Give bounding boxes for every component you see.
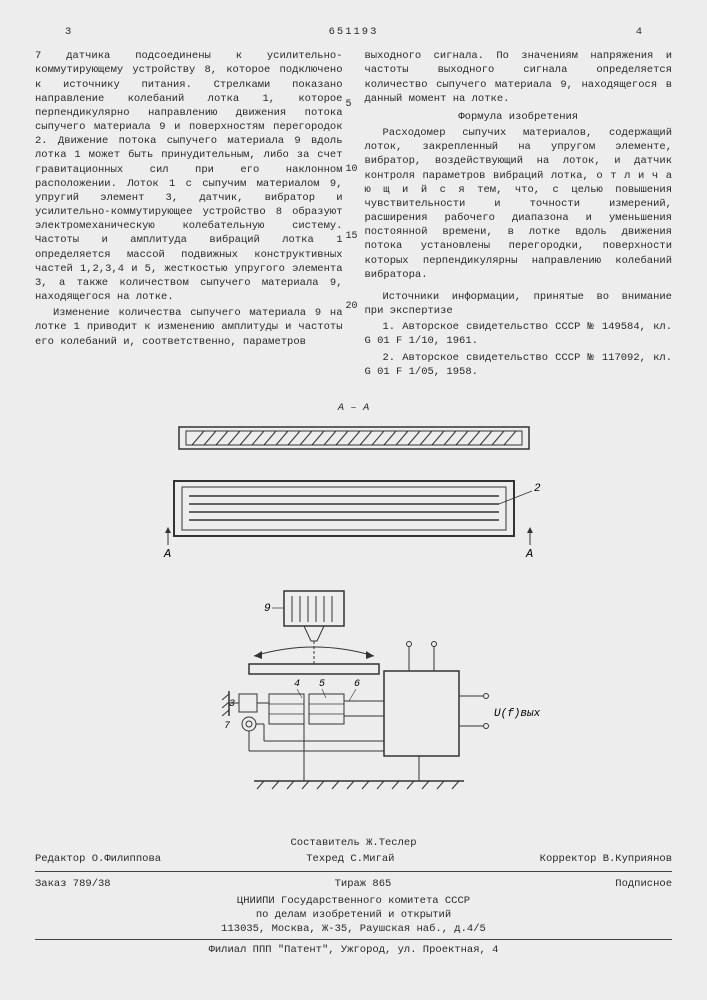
ref-4: 4: [294, 679, 300, 690]
text-columns: 7 датчика подсоединены к усилительно-ком…: [35, 49, 672, 381]
ref-2: 2: [534, 483, 541, 495]
separator-2: [35, 939, 672, 940]
formula-title: Формула изобретения: [365, 110, 673, 124]
margin-num-20: 20: [346, 300, 358, 314]
label-A-right: А: [525, 547, 533, 561]
subscription: Подписное: [615, 877, 672, 891]
compiler-name: Ж.Теслер: [366, 837, 416, 849]
ref-6: 6: [354, 679, 360, 690]
org-line-1: ЦНИИПИ Государственного комитета СССР: [35, 894, 672, 908]
margin-num-5: 5: [346, 98, 352, 112]
figures-block: А – А А А 2: [154, 401, 554, 816]
output-label: U(f)вых: [494, 708, 541, 720]
editor-label: Редактор: [35, 853, 85, 865]
ref-7: 7: [224, 721, 230, 732]
tirazh: Тираж 865: [335, 877, 392, 891]
ref-3: 3: [229, 699, 235, 710]
address: 113035, Москва, Ж-35, Раушская наб., д.4…: [35, 922, 672, 936]
source-1: 1. Авторское свидетельство СССР № 149584…: [365, 320, 673, 348]
editor-name: О.Филиппова: [92, 853, 161, 865]
margin-num-15: 15: [346, 230, 358, 244]
corrector-name: В.Куприянов: [603, 853, 672, 865]
figure-cross-section: [174, 419, 534, 459]
order-num: Заказ 789/38: [35, 877, 111, 891]
ref-9: 9: [264, 603, 271, 615]
left-para-2: Изменение количества сыпучего материала …: [35, 306, 343, 349]
right-column: выходного сигнала. По значениям напряжен…: [365, 49, 673, 381]
section-label: А – А: [154, 401, 554, 415]
footer: Составитель Ж.Теслер Редактор О.Филиппов…: [35, 836, 672, 957]
sources-title: Источники информации, принятые во вниман…: [365, 290, 673, 318]
tech-name: С.Мигай: [350, 853, 394, 865]
figure-top-view: А А 2: [154, 471, 554, 561]
separator-1: [35, 871, 672, 872]
corrector-label: Корректор: [540, 853, 597, 865]
org-line-2: по делам изобретений и открытий: [35, 908, 672, 922]
branch: Филиал ППП "Патент", Ужгород, ул. Проект…: [35, 943, 672, 957]
header: 3 4 651193: [35, 25, 672, 39]
margin-num-10: 10: [346, 163, 358, 177]
figure-schematic: 9 4 5 6 3 7: [154, 586, 554, 816]
source-2: 2. Авторское свидетельство СССР № 117092…: [365, 351, 673, 379]
right-para-2: Расходомер сыпучих материалов, содержащи…: [365, 126, 673, 282]
ref-5: 5: [319, 679, 325, 690]
label-A-left: А: [163, 547, 171, 561]
right-para-1: выходного сигнала. По значениям напряжен…: [365, 49, 673, 106]
left-column: 7 датчика подсоединены к усилительно-ком…: [35, 49, 343, 381]
tech-label: Техред: [306, 853, 344, 865]
compiler-label: Составитель: [290, 837, 359, 849]
doc-number: 651193: [0, 25, 707, 39]
left-para-1: 7 датчика подсоединены к усилительно-ком…: [35, 49, 343, 304]
